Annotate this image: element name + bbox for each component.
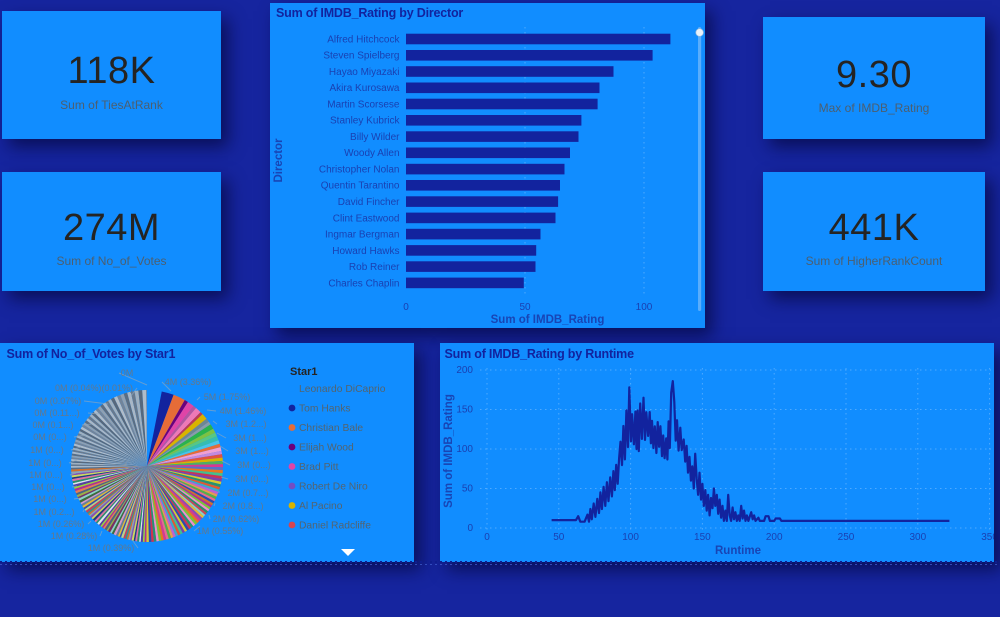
svg-text:Alfred Hitchcock: Alfred Hitchcock — [327, 34, 400, 45]
svg-text:Star1: Star1 — [290, 366, 318, 378]
svg-text:3M (1...): 3M (1...) — [233, 433, 267, 443]
svg-text:0: 0 — [467, 523, 473, 534]
svg-text:Rob Reiner: Rob Reiner — [348, 262, 399, 273]
svg-text:Sum of IMDB_Rating: Sum of IMDB_Rating — [443, 394, 455, 508]
svg-text:350: 350 — [981, 532, 994, 543]
svg-text:Steven Spielberg: Steven Spielberg — [323, 50, 399, 61]
svg-text:Christian Bale: Christian Bale — [299, 423, 363, 434]
svg-text:0M (0.1...): 0M (0.1...) — [32, 420, 73, 430]
svg-text:Leonardo DiCaprio: Leonardo DiCaprio — [299, 384, 386, 395]
svg-text:50: 50 — [519, 302, 531, 313]
svg-text:2M (0.62%): 2M (0.62%) — [213, 514, 260, 524]
svg-text:Runtime: Runtime — [715, 545, 761, 557]
svg-text:1M (0...): 1M (0...) — [29, 470, 63, 480]
svg-text:1M (0.26%): 1M (0.26%) — [38, 519, 85, 529]
svg-text:Ingmar Bergman: Ingmar Bergman — [325, 229, 399, 240]
svg-text:100: 100 — [456, 444, 473, 455]
svg-text:0M (0.11...): 0M (0.11...) — [34, 408, 79, 418]
svg-text:0M: 0M — [121, 368, 134, 378]
svg-text:100: 100 — [622, 532, 639, 543]
svg-text:Stanley Kubrick: Stanley Kubrick — [330, 115, 400, 126]
svg-text:Billy Wilder: Billy Wilder — [350, 132, 400, 143]
svg-text:Woody Allen: Woody Allen — [344, 148, 399, 159]
svg-text:Al Pacino: Al Pacino — [299, 501, 343, 512]
svg-text:0M (0.04%)(0.01%): 0M (0.04%)(0.01%) — [55, 383, 133, 393]
svg-text:1M (0.39%): 1M (0.39%) — [88, 543, 135, 553]
svg-text:0M (0.07%): 0M (0.07%) — [35, 396, 82, 406]
svg-text:200: 200 — [456, 365, 473, 376]
svg-text:5M (1.75%): 5M (1.75%) — [204, 392, 251, 402]
svg-text:4M (1.46%): 4M (1.46%) — [220, 406, 267, 416]
svg-text:Howard Hawks: Howard Hawks — [332, 245, 399, 256]
svg-text:50: 50 — [553, 532, 565, 543]
svg-text:1M (0...): 1M (0...) — [28, 458, 62, 468]
svg-text:3M (1.2...): 3M (1.2...) — [225, 419, 266, 429]
svg-text:Quentin Tarantino: Quentin Tarantino — [320, 180, 399, 191]
svg-text:Hayao Miyazaki: Hayao Miyazaki — [328, 66, 399, 77]
svg-text:250: 250 — [838, 532, 855, 543]
svg-text:Tom Hanks: Tom Hanks — [299, 404, 351, 415]
svg-text:1M (0...): 1M (0...) — [31, 482, 65, 492]
svg-text:3M (1...): 3M (1...) — [235, 446, 269, 456]
svg-text:Elijah Wood: Elijah Wood — [299, 443, 354, 454]
svg-text:4M (3.36%): 4M (3.36%) — [165, 377, 212, 387]
svg-text:Robert De Niro: Robert De Niro — [299, 482, 368, 493]
svg-text:Director: Director — [273, 137, 285, 182]
svg-text:Martin Scorsese: Martin Scorsese — [327, 99, 400, 110]
svg-text:150: 150 — [694, 532, 711, 543]
svg-text:1M (0.55%): 1M (0.55%) — [197, 526, 244, 536]
svg-text:2M (0.7...): 2M (0.7...) — [227, 488, 268, 498]
svg-text:David Fincher: David Fincher — [337, 197, 399, 208]
svg-text:300: 300 — [909, 532, 926, 543]
svg-text:50: 50 — [462, 484, 474, 495]
svg-text:2M (0.8...): 2M (0.8...) — [222, 501, 263, 511]
svg-text:3M (0...): 3M (0...) — [235, 474, 269, 484]
svg-text:1M (0.28%): 1M (0.28%) — [51, 531, 98, 541]
svg-text:Christopher Nolan: Christopher Nolan — [318, 164, 399, 175]
svg-text:Clint Eastwood: Clint Eastwood — [332, 213, 399, 224]
svg-text:1M (0.2...): 1M (0.2...) — [33, 507, 74, 517]
svg-text:Charles Chaplin: Charles Chaplin — [328, 278, 399, 289]
svg-text:1M (0...): 1M (0...) — [33, 494, 67, 504]
svg-text:1M (0...): 1M (0...) — [30, 445, 64, 455]
svg-text:Brad Pitt: Brad Pitt — [299, 462, 339, 473]
svg-text:3M (0...): 3M (0...) — [237, 460, 271, 470]
svg-text:0: 0 — [484, 532, 490, 543]
svg-text:Akira Kurosawa: Akira Kurosawa — [329, 83, 399, 94]
svg-text:200: 200 — [766, 532, 783, 543]
svg-text:150: 150 — [456, 405, 473, 416]
svg-text:0M (0...): 0M (0...) — [33, 432, 67, 442]
svg-text:100: 100 — [635, 302, 652, 313]
svg-text:0: 0 — [403, 302, 409, 313]
svg-text:Daniel Radcliffe: Daniel Radcliffe — [299, 521, 371, 532]
svg-text:Sum of IMDB_Rating: Sum of IMDB_Rating — [490, 314, 604, 326]
